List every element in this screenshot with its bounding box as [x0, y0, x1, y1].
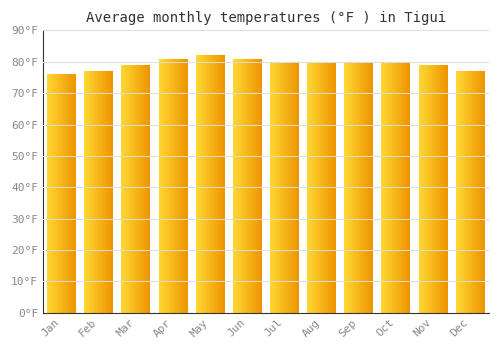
Title: Average monthly temperatures (°F ) in Tigui: Average monthly temperatures (°F ) in Ti…	[86, 11, 446, 25]
